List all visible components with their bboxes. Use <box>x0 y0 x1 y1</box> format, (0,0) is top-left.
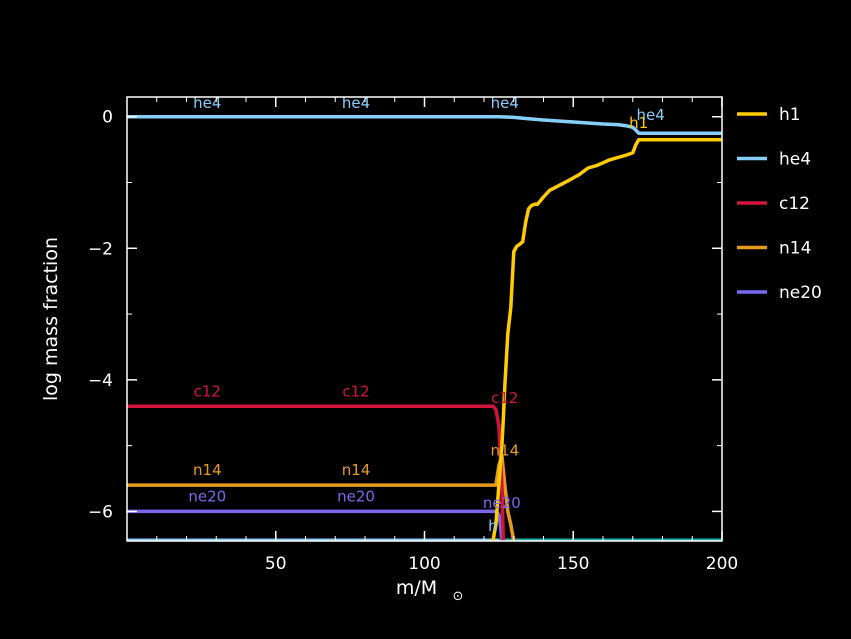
legend-label-ne20: ne20 <box>779 283 822 303</box>
series-line-ne20 <box>127 509 504 542</box>
y-tick-label: −6 <box>88 502 113 522</box>
curve-label-c12: c12 <box>491 389 518 407</box>
curve-label-n14: n14 <box>491 441 520 459</box>
curve-label-extra: h <box>488 517 498 535</box>
y-tick-label: −4 <box>88 371 113 391</box>
x-tick-label: 150 <box>557 554 589 574</box>
curve-label-he4: he4 <box>342 94 370 112</box>
y-tick-label: −2 <box>88 239 113 259</box>
y-tick-label: 0 <box>102 108 113 128</box>
curve-label-c12: c12 <box>194 382 221 400</box>
x-axis-title: m/M <box>396 577 437 599</box>
legend-label-he4: he4 <box>779 150 811 170</box>
x-tick-label: 50 <box>265 554 287 574</box>
legend-label-h1: h1 <box>779 105 801 125</box>
x-tick-label: 100 <box>408 554 440 574</box>
x-axis-title-subscript: ⊙ <box>453 589 464 604</box>
x-tick-label: 200 <box>706 554 738 574</box>
curve-label-c12: c12 <box>342 382 369 400</box>
curve-label-he4: he4 <box>193 94 221 112</box>
curve-label-ne20: ne20 <box>337 488 375 506</box>
curve-label-he4: he4 <box>491 94 519 112</box>
curve-label-ne20: ne20 <box>188 488 226 506</box>
curve-label-n14: n14 <box>193 461 222 479</box>
legend-label-n14: n14 <box>779 239 811 259</box>
y-axis-title: log mass fraction <box>40 237 62 401</box>
curve-label-h1: h1 <box>629 114 648 132</box>
curve-label-ne20: ne20 <box>483 494 521 512</box>
series-line-c12 <box>127 404 506 542</box>
legend-label-c12: c12 <box>779 194 810 214</box>
series-line-h1 <box>491 138 722 542</box>
series-line-he4 <box>127 114 722 135</box>
curve-label-n14: n14 <box>342 461 371 479</box>
series-line-n14 <box>127 453 516 542</box>
curve-label-he4: he4 <box>636 106 664 124</box>
